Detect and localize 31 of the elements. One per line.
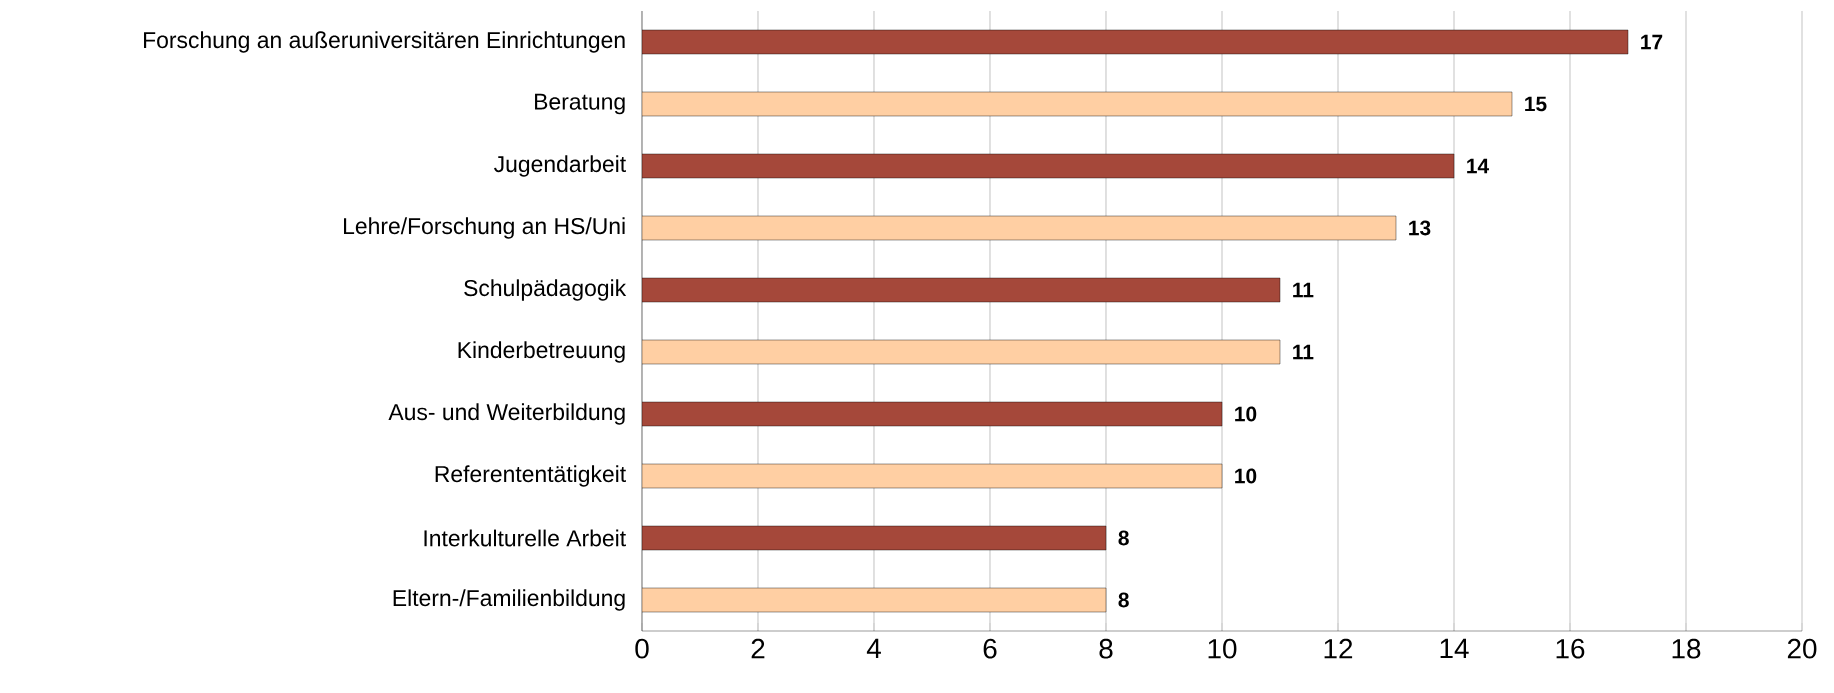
- x-tick-label: 20: [1787, 638, 1817, 659]
- x-tick-label: 12: [1324, 638, 1353, 659]
- data-label: 15: [1525, 96, 1547, 112]
- y-tick-label: Beratung: [535, 93, 625, 115]
- data-label: 10: [1235, 406, 1257, 422]
- x-tick-label: 16: [1556, 638, 1585, 659]
- y-tick-label: Aus- und Weiterbildung: [388, 403, 625, 425]
- x-tick-label: 8: [1099, 638, 1113, 659]
- y-tick-label: Schulpädagogik: [464, 279, 627, 301]
- data-label: 11: [1293, 282, 1314, 298]
- data-label: 13: [1409, 220, 1431, 236]
- data-label: 10: [1235, 468, 1257, 484]
- y-tick-label: Jugendarbeit: [494, 155, 626, 177]
- data-label: 17: [1641, 34, 1663, 50]
- data-label: 11: [1293, 344, 1314, 360]
- x-tick-label: 0: [635, 638, 649, 659]
- x-tick-label: 10: [1208, 638, 1237, 659]
- x-tick-label: 14: [1440, 638, 1469, 659]
- y-tick-label: Lehre/Forschung an HS/Uni: [344, 217, 625, 239]
- x-tick-label: 18: [1672, 638, 1701, 659]
- data-label: 8: [1118, 530, 1129, 546]
- data-label: 14: [1467, 158, 1489, 174]
- data-label: 8: [1118, 592, 1129, 608]
- y-tick-label: Eltern-/Familienbildung: [393, 589, 625, 611]
- y-tick-label: Kinderbetreuung: [458, 341, 625, 363]
- x-tick-label: 2: [751, 638, 765, 659]
- y-tick-label: Referententätigkeit: [435, 465, 626, 487]
- x-tick-label: 6: [983, 638, 997, 659]
- y-tick-label: Interkulturelle Arbeit: [424, 529, 626, 547]
- y-tick-label: Forschung an außeruniversitären Einrichtungen: [144, 31, 625, 53]
- x-tick-label: 4: [866, 638, 881, 659]
